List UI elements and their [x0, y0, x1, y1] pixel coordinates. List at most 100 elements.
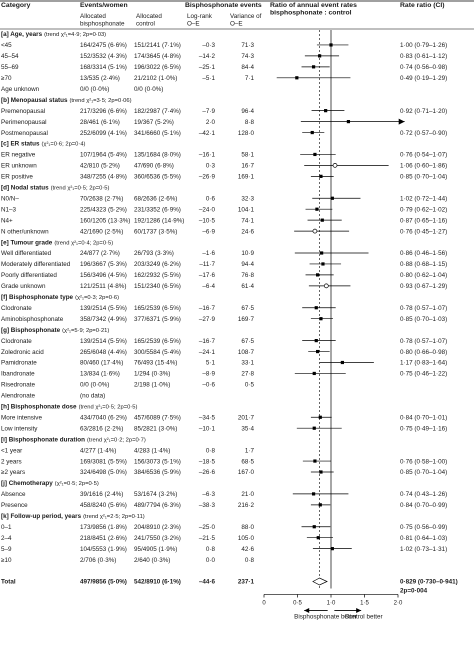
- row-bis-events: 28/461 (6·1%): [80, 119, 120, 126]
- header-variance-1: Variance of: [230, 13, 262, 20]
- row-oe: 0·8: [206, 447, 216, 454]
- row-oe: –0·3: [202, 42, 215, 49]
- estimate-square: [319, 174, 323, 178]
- group-label: [d] Nodal status: [1, 185, 49, 192]
- row-bis-events: 458/8240 (5·6%): [80, 502, 127, 509]
- row-variance: 96·4: [241, 108, 254, 115]
- row-bis-events: 173/9856 (1·8%): [80, 524, 127, 531]
- row-rate-ratio: 0·84 (0·70–0·99): [400, 502, 447, 509]
- row-variance: 84·4: [241, 64, 254, 71]
- row-variance: 105·0: [238, 535, 255, 542]
- row-label: <45: [1, 42, 12, 49]
- row-ctrl-events: 182/2987 (7·4%): [134, 108, 181, 115]
- row-ctrl-events: 2/640 (0·3%): [134, 557, 170, 564]
- row-label: N4+: [1, 217, 13, 224]
- row-rate-ratio: 0·829 (0·730–0·941): [400, 579, 458, 586]
- header-ratio-2: bisphosphonate : control: [270, 10, 352, 17]
- row-label: Pamidronate: [1, 360, 37, 367]
- row-label: 2–4: [1, 535, 12, 542]
- estimate-square: [314, 306, 318, 310]
- row-rate-ratio: 1·00 (0·79–1·26): [400, 42, 447, 49]
- row-bis-events: 324/6498 (5·0%): [80, 469, 127, 476]
- row-ctrl-events: 192/1286 (14·9%): [134, 217, 184, 224]
- group-trend: (trend χ²₁=0·2; 2p=0·7): [87, 437, 146, 443]
- row-ctrl-events: 95/4905 (1·9%): [134, 546, 177, 553]
- row-bis-events: 104/5553 (1·9%): [80, 546, 127, 553]
- row-bis-events: 13/834 (1·6%): [80, 371, 120, 378]
- row-variance: 237·1: [238, 579, 255, 586]
- row-variance: 67·5: [241, 305, 254, 312]
- row-oe: –16·1: [199, 152, 216, 159]
- estimate-open: [323, 283, 329, 289]
- group-trend: (χ²₁=0·5; 2p=0·5): [55, 481, 99, 487]
- estimate-square: [319, 470, 323, 474]
- row-label: Clodronate: [1, 338, 32, 345]
- row-bis-events: 218/8451 (2·6%): [80, 535, 127, 542]
- group-trend: (trend χ²₁=0·5; 2p=0·5): [51, 186, 110, 192]
- row-rate-ratio: 0·75 (0·46–1·22): [400, 371, 447, 378]
- row-variance: 1·7: [245, 447, 255, 454]
- row-rate-ratio: 0·78 (0·57–1·07): [400, 338, 447, 345]
- row-bis-events: 107/1964 (5·4%): [80, 152, 127, 159]
- row-oe: 0·8: [206, 546, 216, 553]
- row-rate-ratio-p: 2p=0·004: [400, 588, 428, 595]
- row-rate-ratio: 0·80 (0·62–1·04): [400, 272, 447, 279]
- estimate-square: [316, 536, 320, 540]
- header-category: Category: [1, 2, 31, 9]
- row-oe: –6·3: [202, 491, 215, 498]
- estimate-open: [332, 163, 338, 168]
- row-rate-ratio: 0·72 (0·57–0·90): [400, 130, 447, 137]
- row-bis-events: 497/9856 (5·0%): [80, 579, 127, 586]
- row-bis-events: 152/3532 (4·3%): [80, 53, 127, 60]
- x-tick-label: 1·5: [360, 600, 369, 606]
- estimate-square: [311, 65, 316, 69]
- estimate-square: [318, 54, 322, 58]
- row-ctrl-events: 341/6660 (5·1%): [134, 130, 181, 137]
- row-variance: 128·0: [238, 130, 255, 137]
- row-variance: 201·7: [238, 414, 255, 421]
- row-label: 45–54: [1, 53, 19, 60]
- estimate-square: [318, 503, 322, 507]
- row-rate-ratio: 0·85 (0·70–1·04): [400, 469, 447, 476]
- row-rate-ratio: 0·74 (0·43–1·26): [400, 491, 447, 498]
- estimate-square: [346, 120, 351, 124]
- row-oe: –0·6: [202, 382, 215, 389]
- estimate-square: [313, 152, 317, 157]
- row-oe: 2·0: [206, 119, 216, 126]
- row-label: Postmenopausal: [1, 130, 48, 137]
- header-allocated-ctrl-2: control: [136, 21, 155, 28]
- header-logrank-1: Log-rank: [187, 13, 213, 20]
- row-bis-events: 39/1616 (2·4%): [80, 491, 123, 498]
- row-rate-ratio: 0·75 (0·49–1·16): [400, 425, 447, 432]
- row-bis-events: 42/810 (5·2%): [80, 163, 120, 170]
- row-oe: –24·1: [199, 349, 216, 356]
- row-label: ≥70: [1, 75, 12, 82]
- row-variance: 7·1: [245, 75, 255, 82]
- row-ctrl-events: 165/2539 (6·5%): [134, 338, 181, 345]
- estimate-square: [329, 43, 333, 47]
- row-oe: –10·1: [199, 425, 216, 432]
- row-label: Low intensity: [1, 425, 38, 432]
- row-bis-events: 156/3496 (4·5%): [80, 272, 127, 279]
- row-variance: 104·1: [238, 206, 255, 213]
- right-arrow-head: [356, 607, 362, 613]
- left-arrow-label: Bisphosphonate better: [294, 613, 357, 620]
- row-variance: 94·4: [241, 261, 254, 268]
- row-bis-events: 434/7040 (6·2%): [80, 414, 127, 421]
- header-bis-events: Bisphosphonate events: [185, 2, 262, 9]
- estimate-square: [312, 426, 316, 430]
- estimate-square: [330, 196, 334, 200]
- row-bis-events: 196/3667 (5·3%): [80, 261, 127, 268]
- row-rate-ratio: 0·87 (0·65–1·16): [400, 217, 447, 224]
- estimate-square: [314, 339, 318, 343]
- estimate-square: [340, 360, 344, 365]
- row-variance: 74·1: [241, 217, 254, 224]
- row-ctrl-events: 68/2636 (2·6%): [134, 195, 177, 202]
- row-rate-ratio: 1·06 (0·60–1·86): [400, 163, 447, 170]
- row-rate-ratio: 0·92 (0·71–1·20): [400, 108, 447, 115]
- header-allocated-bis-2: bisphosphonate: [80, 21, 125, 28]
- row-ctrl-events: 203/3249 (6·2%): [134, 261, 181, 268]
- row-ctrl-events: 384/6536 (5·9%): [134, 469, 181, 476]
- row-variance: 35·4: [241, 425, 254, 432]
- row-oe: –16·7: [199, 305, 216, 312]
